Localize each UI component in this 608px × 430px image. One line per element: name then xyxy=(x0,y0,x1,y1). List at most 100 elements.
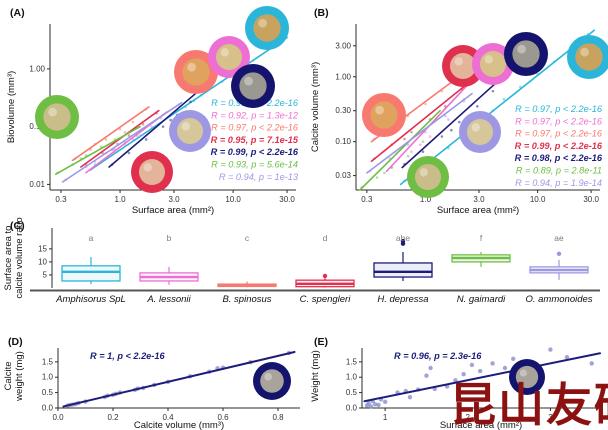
species-icon-n-gaimardi xyxy=(35,95,79,139)
group-letter: b xyxy=(167,233,172,243)
species-label: A. lessonii xyxy=(146,294,191,305)
y-axis-label-C: Surface area to xyxy=(3,226,14,291)
species-icon-c-spengleri xyxy=(442,45,484,87)
x-tick-D: 0.8 xyxy=(272,413,284,422)
stat-annotation: R = 0.89, p = 2.8e-11 xyxy=(516,166,602,176)
species-icon-amphisorus-spl xyxy=(245,6,289,50)
species-icon-b-spinosus xyxy=(174,50,218,94)
species-label: B. spinosus xyxy=(222,294,271,305)
series-b-spinosus xyxy=(71,106,150,162)
y-tick-D: 1.5 xyxy=(42,357,54,366)
stat-annotation: R = 0.98, p < 2.2e-16 xyxy=(515,153,603,163)
species-label: C. spengleri xyxy=(300,294,352,305)
svg-text:10: 10 xyxy=(38,257,47,266)
x-tick-E: 3 xyxy=(548,413,553,422)
stat-annotation: R = 0.93, p = 5.6e-14 xyxy=(211,160,298,170)
series-o-ammonoides xyxy=(61,101,183,183)
species-icon-h-depressa xyxy=(504,32,548,76)
group-letter: ae xyxy=(554,233,564,243)
species-label: Amphisorus SpL xyxy=(55,294,126,305)
group-letter: abe xyxy=(396,233,410,243)
y-axis-label-B: Calcite volume (mm³) xyxy=(310,62,321,152)
boxplot-amphisorus-spl: a Amphisorus SpL xyxy=(55,233,126,305)
y-axis-label-C: calcite volume ratio xyxy=(14,217,25,298)
x-tick-A: 1.0 xyxy=(115,195,127,204)
panel-letter-D: (D) xyxy=(8,336,23,348)
stat-annotation: R = 0.96, p = 2.3e-16 xyxy=(394,351,482,361)
stat-annotation: R = 0.94, p = 1e-13 xyxy=(219,172,299,182)
species-icon-h-depressa xyxy=(231,64,275,108)
x-axis-label-A: Surface area (mm²) xyxy=(132,205,214,216)
species-label: H. depressa xyxy=(377,294,428,305)
y-tick-B: 0.10 xyxy=(335,137,351,146)
y-axis-label-D: Calcite xyxy=(3,361,14,390)
stat-annotation: R = 0.92, p = 1.3e-12 xyxy=(211,110,298,120)
y-tick-D: 0.0 xyxy=(42,404,54,413)
group-letter: a xyxy=(89,233,94,243)
stat-annotation: R = 0.97, p < 2.2e-16 xyxy=(211,123,299,133)
species-label: O. ammonoides xyxy=(525,294,592,305)
y-axis-label-D: weight (mg) xyxy=(14,351,25,402)
boxplot-o-ammonoides: ae O. ammonoides xyxy=(525,233,592,305)
series-n-gaimardi xyxy=(54,125,141,176)
panel-B: 0.03 0.10 0.30 1.00 3.00 0.3 1.0 3.0 10.0 30.0 Sur… xyxy=(310,7,608,216)
x-tick-B: 1.0 xyxy=(420,195,432,204)
x-tick-A: 0.3 xyxy=(55,195,67,204)
stat-annotation: R = 0.95, p = 7.1e-15 xyxy=(211,135,299,145)
watermark: 昆山友硕 xyxy=(450,379,608,430)
y-tick-A: 1.00 xyxy=(29,64,45,73)
series-c-spengleri xyxy=(370,84,467,163)
series-h-depressa xyxy=(62,350,296,408)
x-tick-B: 10.0 xyxy=(530,195,546,204)
svg-text:15: 15 xyxy=(38,244,47,253)
species-icon-b-spinosus xyxy=(362,93,406,137)
y-tick-B: 0.03 xyxy=(335,171,351,180)
species-icon-h-depressa xyxy=(253,362,291,400)
x-tick-D: 0.0 xyxy=(52,413,64,422)
x-tick-E: 2 xyxy=(466,413,471,422)
group-letter: f xyxy=(480,233,483,243)
x-axis-label-B: Surface area (mm²) xyxy=(437,205,519,216)
x-axis-label-E: Surface area (mm²) xyxy=(440,420,522,430)
x-tick-B: 3.0 xyxy=(473,195,485,204)
panel-letter-B: (B) xyxy=(314,7,329,19)
species-icon-amphisorus-spl xyxy=(567,35,608,79)
species-icon-c-spengleri xyxy=(131,151,173,193)
panel-C: 5 10 15 Surface area to calcite volume ratio… xyxy=(3,217,600,305)
boxplot-n-gaimardi: f N. gaimardi xyxy=(451,233,511,305)
stat-annotation: R = 1, p < 2.2e-16 xyxy=(90,351,165,361)
y-tick-B: 0.30 xyxy=(335,106,351,115)
x-tick-B: 30.0 xyxy=(583,195,599,204)
panel-letter-C: (C) xyxy=(10,220,25,232)
y-tick-A: 0.01 xyxy=(29,180,45,189)
y-axis-label-E: Weight (mg) xyxy=(310,350,321,402)
species-icon-h-depressa xyxy=(509,359,545,395)
x-tick-E: 1 xyxy=(383,413,388,422)
stat-annotation: R = 0.97, p < 2.2e-16 xyxy=(515,104,603,114)
x-tick-D: 0.4 xyxy=(162,413,174,422)
boxplot-a-lessonii: b A. lessonii xyxy=(139,233,199,305)
group-letter: c xyxy=(245,233,250,243)
y-tick-B: 3.00 xyxy=(335,41,351,50)
stat-annotation: R = 0.99, p < 2.2e-16 xyxy=(515,141,603,151)
species-icon-a-lessonii xyxy=(208,36,250,78)
stat-annotation: R = 0.94, p = 1.9e-14 xyxy=(515,178,602,188)
y-tick-E: 0.5 xyxy=(346,388,358,397)
series-n-gaimardi xyxy=(359,109,441,191)
x-axis-label-D: Calcite volume (mm³) xyxy=(134,420,224,430)
x-tick-A: 3.0 xyxy=(168,195,180,204)
y-tick-B: 1.00 xyxy=(335,72,351,81)
species-icon-n-gaimardi xyxy=(407,156,449,198)
stat-annotation: R = 0.97, p < 2.2e-16 xyxy=(515,116,603,126)
boxplot-h-depressa: abe H. depressa xyxy=(373,233,433,305)
series-o-ammonoides xyxy=(366,92,473,174)
stat-annotation: R = 0.97, p < 2.2e-16 xyxy=(515,129,603,139)
svg-text:5: 5 xyxy=(43,270,48,279)
boxplot-b-spinosus: c B. spinosus xyxy=(217,233,277,305)
panel-D: 0.0 0.5 1.0 1.5 0.0 0.2 0.4 0.6 0.8 Calcite volum… xyxy=(3,336,300,430)
species-icon-o-ammonoides xyxy=(169,110,211,152)
y-axis-label-A: Biovolume (mm³) xyxy=(6,71,17,143)
y-tick-E: 1.5 xyxy=(346,357,358,366)
